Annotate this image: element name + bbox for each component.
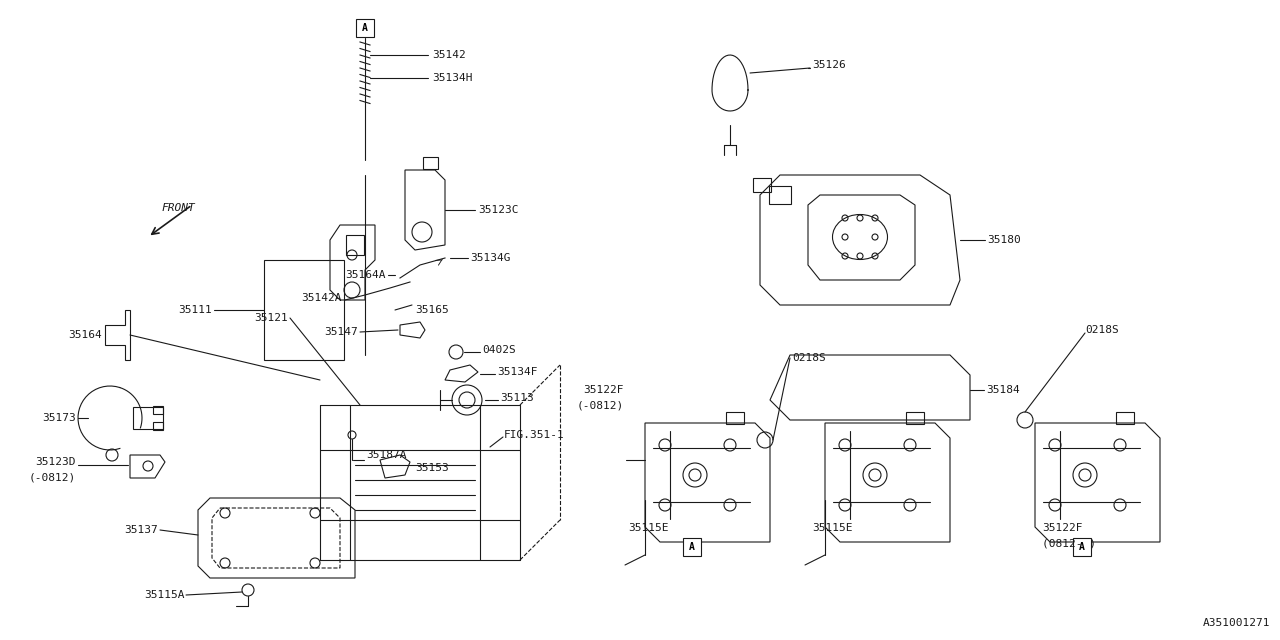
Text: 35134F: 35134F: [497, 367, 538, 377]
Text: 35122F: 35122F: [584, 385, 625, 395]
Text: 35187A: 35187A: [366, 450, 407, 460]
Bar: [684, 538, 701, 556]
Bar: [356, 19, 374, 37]
Text: 35137: 35137: [124, 525, 157, 535]
Text: 35122F: 35122F: [1042, 523, 1083, 533]
Text: 35180: 35180: [987, 235, 1020, 245]
Text: 35184: 35184: [986, 385, 1020, 395]
Text: 0402S: 0402S: [483, 345, 516, 355]
Text: 35123C: 35123C: [477, 205, 518, 215]
Text: A: A: [689, 542, 695, 552]
Text: 35134G: 35134G: [470, 253, 511, 263]
Text: (-0812): (-0812): [577, 400, 625, 410]
Text: 35147: 35147: [324, 327, 358, 337]
Text: 35123D: 35123D: [36, 457, 76, 467]
Bar: [769, 186, 791, 204]
Text: (-0812): (-0812): [28, 472, 76, 482]
Bar: [264, 260, 344, 360]
Text: 35142: 35142: [433, 50, 466, 60]
Text: 35121: 35121: [255, 313, 288, 323]
Text: 35153: 35153: [415, 463, 449, 473]
Bar: [1116, 412, 1134, 424]
Text: 35115E: 35115E: [812, 523, 852, 533]
Bar: [346, 235, 364, 255]
Text: 35115E: 35115E: [628, 523, 668, 533]
Bar: [133, 407, 163, 429]
Text: 35164A: 35164A: [346, 270, 387, 280]
Text: A: A: [362, 23, 367, 33]
Text: FRONT: FRONT: [161, 203, 195, 213]
Text: 35111: 35111: [178, 305, 212, 315]
Text: 35113: 35113: [500, 393, 534, 403]
Text: 35126: 35126: [812, 60, 846, 70]
Bar: [906, 412, 924, 424]
Text: (0812- ): (0812- ): [1042, 538, 1096, 548]
Text: 0218S: 0218S: [792, 353, 826, 363]
Bar: [154, 406, 163, 414]
Text: FIG.351-1: FIG.351-1: [504, 430, 564, 440]
Text: 35164: 35164: [68, 330, 102, 340]
Text: 35134H: 35134H: [433, 73, 472, 83]
Text: 0218S: 0218S: [1085, 325, 1119, 335]
Bar: [422, 157, 438, 169]
Text: 35142A: 35142A: [302, 293, 342, 303]
Text: A351001271: A351001271: [1202, 618, 1270, 628]
Text: 35115A: 35115A: [145, 590, 186, 600]
Bar: [726, 412, 744, 424]
Text: 35173: 35173: [42, 413, 76, 423]
Bar: [753, 178, 771, 192]
Text: 35165: 35165: [415, 305, 449, 315]
Bar: [1073, 538, 1091, 556]
Text: A: A: [1079, 542, 1085, 552]
Bar: [154, 422, 163, 430]
